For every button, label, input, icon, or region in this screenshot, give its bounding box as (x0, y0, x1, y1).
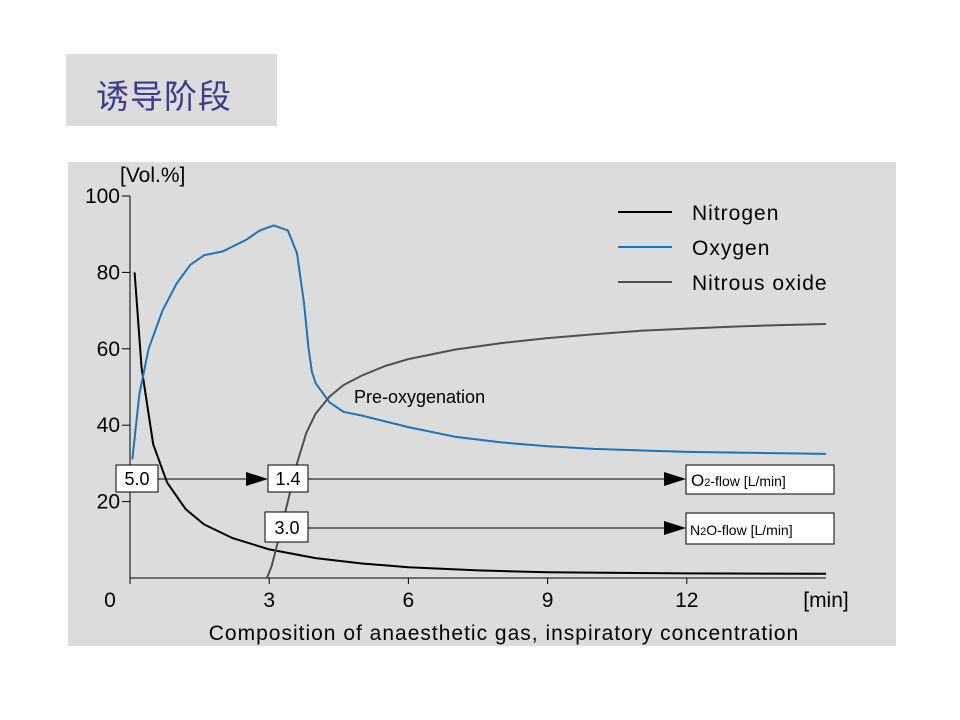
o2-flow-label: O2-flow [L/min] (691, 471, 786, 490)
legend: Nitrogen Oxygen Nitrous oxide (618, 202, 828, 295)
x-tick-label: 3 (263, 589, 275, 612)
pre-oxygenation-label: Pre-oxygenation (354, 387, 485, 407)
o2-flow-value-second: 1.4 (275, 469, 300, 489)
n2o-flow-value: 3.0 (274, 518, 299, 538)
o2-flow-box-first (115, 464, 159, 493)
x-tick-label: 6 (403, 589, 415, 612)
o2-flow-box-second (267, 464, 309, 493)
slide-title: 诱导阶段 (96, 77, 232, 116)
x-axis-label: Composition of anaesthetic gas, inspirat… (209, 622, 799, 645)
legend-label: Oxygen (692, 237, 770, 260)
axes: 20 40 60 80 100 0 3 6 9 12 [Vol.%] [min]Composition… (85, 164, 849, 645)
legend-label: Nitrous oxide (692, 272, 828, 295)
series-line-nitrogen (133, 272, 827, 575)
legend-label: Nitrogen (692, 202, 779, 225)
n2o-flow-label: N2O-flow [L/min] (690, 522, 793, 538)
n2o-arrowhead (664, 521, 686, 535)
o2-arrowhead-1 (246, 472, 268, 486)
title-box: 诱导阶段 (66, 54, 277, 126)
y-tick-label: 80 (97, 261, 120, 284)
o2-flow-value-first: 5.0 (124, 469, 149, 489)
n2o-flow-label-box (685, 512, 835, 545)
y-tick-label: 100 (85, 185, 120, 208)
o2-arrowhead-2 (664, 472, 686, 486)
x-tick-label: 9 (542, 589, 554, 612)
y-tick-label: 40 (97, 414, 120, 437)
y-unit-label: [Vol.%] (120, 164, 185, 187)
chart-panel (68, 162, 896, 646)
x-unit-label: [min] (803, 589, 849, 612)
annotations: Pre-oxygenation 5.0 1.4 O2-flow [L/min] 3.0 N… (115, 387, 835, 545)
x-tick-label: 0 (104, 589, 116, 612)
y-tick-label: 60 (97, 338, 120, 361)
series-line-oxygen (131, 224, 827, 460)
n2o-flow-box (264, 511, 309, 543)
o2-flow-label-box (685, 464, 835, 495)
x-tick-label: 12 (675, 589, 698, 612)
y-tick-label: 20 (97, 491, 120, 514)
